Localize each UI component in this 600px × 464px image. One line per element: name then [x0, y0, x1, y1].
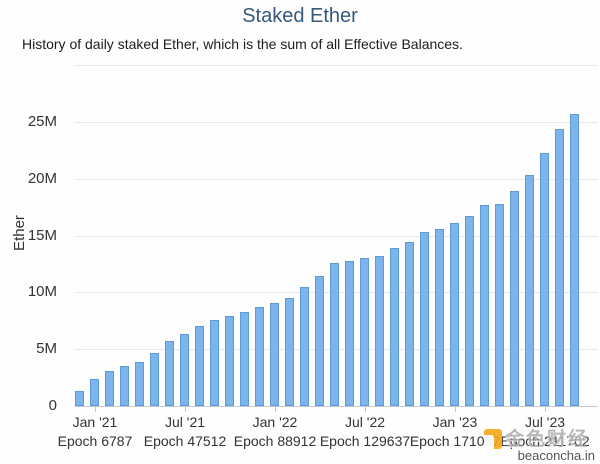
bar-dec--22[interactable] [435, 229, 444, 406]
bar-may--23[interactable] [510, 191, 519, 406]
bar-may--21[interactable] [150, 353, 159, 406]
watermark-text: 金色财经 [505, 429, 590, 450]
y-axis-tick-label: 5M [36, 340, 57, 357]
bar-aug--21[interactable] [195, 326, 204, 406]
y-gridline [75, 236, 598, 237]
bar-feb--23[interactable] [465, 216, 474, 406]
bar-jul--23[interactable] [540, 153, 549, 406]
bar-feb--22[interactable] [285, 298, 294, 406]
x-axis-line [75, 406, 598, 407]
x-axis-tick [545, 407, 546, 412]
bar-jun--23[interactable] [525, 175, 534, 406]
y-axis-tick-label: 0 [48, 397, 57, 414]
x-axis-month-label: Jan '21 [72, 414, 118, 430]
y-axis-title: Ether [11, 215, 28, 251]
bar-jun--22[interactable] [345, 261, 354, 406]
x-axis-month-label: Jul '22 [344, 414, 386, 430]
bar-jan--23[interactable] [450, 223, 459, 406]
bar-apr--23[interactable] [495, 204, 504, 406]
x-axis-month-label: Jul '23 [524, 414, 566, 430]
x-axis-epoch-label: Epoch 211762 [500, 433, 590, 449]
x-axis-epoch-label: Epoch 6787 [57, 433, 133, 449]
bar-jul--22[interactable] [360, 258, 369, 406]
x-axis-epoch-label: Epoch 47512 [143, 433, 227, 449]
jinse-finance-watermark: 金色财经 [484, 429, 589, 451]
jinse-finance-logo-icon [484, 429, 502, 449]
x-axis-month-label: Jan '23 [432, 414, 478, 430]
chart-subtitle: History of daily staked Ether, which is … [22, 36, 463, 52]
bar-feb--21[interactable] [105, 371, 114, 406]
bar-dec--21[interactable] [255, 307, 264, 406]
y-gridline [75, 179, 598, 180]
x-axis-tick [185, 407, 186, 412]
bar-mar--23[interactable] [480, 205, 489, 406]
x-axis-tick [95, 407, 96, 412]
y-axis-tick-label: 10M [27, 283, 57, 300]
bar-apr--21[interactable] [135, 362, 144, 406]
bar-may--22[interactable] [330, 263, 339, 406]
x-axis-epoch-label: Epoch 88912 [233, 433, 317, 449]
bar-nov--21[interactable] [240, 312, 249, 406]
bar-jan--22[interactable] [270, 303, 279, 406]
bar-mar--21[interactable] [120, 366, 129, 406]
x-axis-tick [455, 407, 456, 412]
y-gridline [75, 65, 598, 66]
bar-jan--21[interactable] [90, 379, 99, 406]
bar-jul--21[interactable] [180, 334, 189, 406]
bar-aug--22[interactable] [375, 256, 384, 406]
beaconchain-credit-label: beaconcha.in [517, 448, 595, 463]
bar-nov--22[interactable] [420, 232, 429, 406]
x-axis-epoch-label: Epoch 171037 [409, 433, 501, 449]
chart-title: Staked Ether [242, 5, 358, 27]
y-axis-tick-label: 15M [27, 227, 57, 244]
x-axis-tick [275, 407, 276, 412]
y-axis-tick-label: 20M [27, 170, 57, 187]
x-axis-month-label: Jan '22 [252, 414, 298, 430]
bar-sep--21[interactable] [210, 320, 219, 406]
x-axis-epoch-label: Epoch 129637 [319, 433, 411, 449]
bar-aug--23[interactable] [555, 129, 564, 406]
y-gridline [75, 122, 598, 123]
bar-sep--22[interactable] [390, 248, 399, 406]
bar-sep--23[interactable] [570, 114, 579, 406]
x-axis-tick [365, 407, 366, 412]
bar-oct--21[interactable] [225, 316, 234, 406]
bar-jun--21[interactable] [165, 341, 174, 406]
bar-dec--20[interactable] [75, 391, 84, 406]
x-axis-month-label: Jul '21 [164, 414, 206, 430]
bar-apr--22[interactable] [315, 276, 324, 406]
bar-mar--22[interactable] [300, 287, 309, 406]
y-axis-tick-label: 25M [27, 113, 57, 130]
bar-oct--22[interactable] [405, 242, 414, 406]
